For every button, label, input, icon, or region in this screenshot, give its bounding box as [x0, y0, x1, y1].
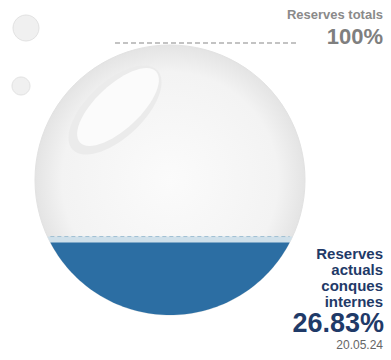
svg-text:26.83%: 26.83%	[292, 308, 384, 338]
svg-text:conques: conques	[321, 277, 383, 294]
svg-text:Reserves totals: Reserves totals	[287, 7, 383, 22]
svg-text:internes: internes	[324, 292, 383, 310]
svg-text:100%: 100%	[327, 24, 383, 49]
svg-text:actuals: actuals	[331, 261, 383, 278]
svg-text:20.05.24: 20.05.24	[336, 338, 383, 352]
svg-text:Reserves: Reserves	[316, 245, 383, 262]
